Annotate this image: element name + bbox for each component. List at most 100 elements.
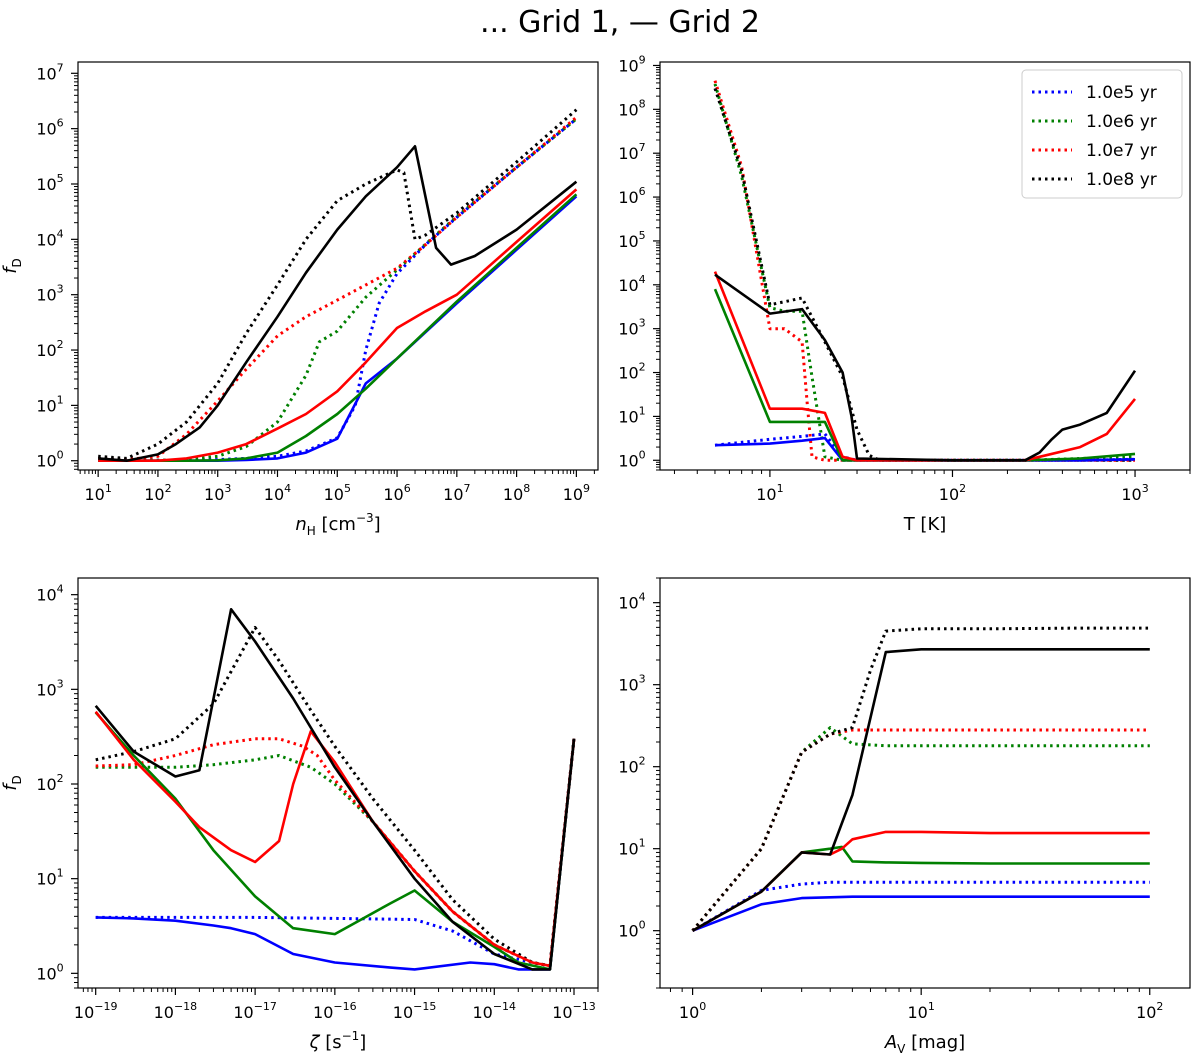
series-line-grid2-10e7yr xyxy=(94,710,576,968)
x-tick-label: 10−16 xyxy=(313,1000,357,1022)
series-line-grid2-10e6yr xyxy=(94,711,576,971)
series-group xyxy=(691,626,1150,932)
x-tick-label: 10−18 xyxy=(154,1000,198,1022)
x-axis-label: AV [mag] xyxy=(884,1032,965,1055)
y-tick-label: 107 xyxy=(36,61,63,83)
series-line-grid1-10e6yr xyxy=(691,726,1150,932)
series-group xyxy=(713,80,1137,462)
y-tick-label: 101 xyxy=(618,837,645,859)
y-tick-label: 104 xyxy=(618,591,645,613)
x-tick-label: 101 xyxy=(756,482,783,504)
y-axis-label: fD xyxy=(0,258,24,274)
x-tick-label: 10−13 xyxy=(552,1000,596,1022)
series-line-grid2-10e7yr xyxy=(691,830,1150,932)
y-tick-label: 102 xyxy=(36,338,63,360)
series-line-grid1-10e7yr xyxy=(691,728,1150,932)
series-line-grid2-10e6yr xyxy=(98,193,578,463)
y-tick-label: 104 xyxy=(618,273,645,295)
x-tick-label: 107 xyxy=(443,482,470,504)
legend-box xyxy=(1021,69,1183,199)
figure-title: ... Grid 1, — Grid 2 xyxy=(480,5,760,40)
y-tick-label: 106 xyxy=(618,185,645,207)
x-tick-label: 109 xyxy=(563,482,590,504)
y-tick-label: 102 xyxy=(618,361,645,383)
series-line-grid2-10e6yr xyxy=(691,845,1150,932)
y-tick-label: 101 xyxy=(618,404,645,426)
x-tick-label: 10−15 xyxy=(393,1000,437,1022)
x-tick-label: 105 xyxy=(324,482,351,504)
y-tick-label: 107 xyxy=(618,141,645,163)
series-line-grid2-10e8yr xyxy=(98,145,578,463)
y-tick-label: 103 xyxy=(36,283,63,305)
x-tick-label: 101 xyxy=(908,1000,935,1022)
y-axis-label: fD xyxy=(0,775,24,791)
series-group xyxy=(94,607,576,971)
x-tick-label: 100 xyxy=(679,1000,706,1022)
series-line-grid1-10e5yr xyxy=(98,117,578,462)
x-tick-label: 10−14 xyxy=(472,1000,516,1022)
series-line-grid1-10e8yr xyxy=(691,626,1150,932)
series-line-grid2-10e8yr xyxy=(714,273,1137,462)
y-tick-label: 105 xyxy=(618,229,645,251)
y-tick-label: 101 xyxy=(36,393,63,415)
legend: 1.0e5 yr 1.0e6 yr 1.0e7 yr 1.0e8 yr xyxy=(1021,69,1183,199)
x-tick-label: 106 xyxy=(383,482,410,504)
y-tick-label: 102 xyxy=(618,755,645,777)
y-tick-label: 100 xyxy=(36,961,63,983)
panel-Av: 100 101 102 100 101 102 103 104 AV [mag] xyxy=(618,577,1191,1055)
y-tick-label: 108 xyxy=(618,97,645,119)
series-line-grid2-10e8yr xyxy=(94,607,576,971)
series-line-grid1-10e5yr xyxy=(714,432,1136,462)
x-tick-label: 103 xyxy=(204,482,231,504)
x-tick-label: 102 xyxy=(1136,1000,1163,1022)
x-axis-label: ζ [s−1] xyxy=(309,1029,367,1053)
x-tick-label: 108 xyxy=(503,482,530,504)
x-axis-label: T [K] xyxy=(903,514,947,535)
panels: 101 102 103 104 105 106 107 108 1091001011021031… xyxy=(0,53,1191,1055)
x-axis-label: nH [cm−3] xyxy=(295,511,380,538)
series-line-grid2-10e5yr xyxy=(95,738,576,971)
legend-label: 1.0e8 yr xyxy=(1086,170,1157,190)
series-line-grid2-10e6yr xyxy=(713,288,1136,462)
plot-frame xyxy=(77,577,599,989)
series-line-grid1-10e5yr xyxy=(95,738,576,968)
y-tick-label: 104 xyxy=(36,583,63,605)
x-tick-label: 102 xyxy=(939,482,966,504)
y-tick-label: 105 xyxy=(36,172,63,194)
x-tick-label: 101 xyxy=(84,482,111,504)
series-line-grid2-10e7yr xyxy=(713,271,1137,462)
series-line-grid1-10e7yr xyxy=(98,116,578,462)
y-tick-label: 103 xyxy=(618,673,645,695)
plot-frame xyxy=(77,61,599,471)
series-line-grid2-10e8yr xyxy=(691,647,1150,932)
plot-frame xyxy=(659,577,1191,989)
series-group xyxy=(98,108,578,463)
panel-nH: 101 102 103 104 105 106 107 108 109 100 101 102 103 1… xyxy=(0,61,599,538)
y-tick-label: 100 xyxy=(618,919,645,941)
x-tick-label: 10−19 xyxy=(74,1000,118,1022)
x-tick-label: 103 xyxy=(1121,482,1148,504)
series-line-grid1-10e5yr xyxy=(691,880,1150,932)
y-tick-label: 103 xyxy=(36,677,63,699)
y-tick-label: 103 xyxy=(618,317,645,339)
y-tick-label: 101 xyxy=(36,867,63,889)
series-line-grid1-10e8yr xyxy=(98,108,578,460)
y-tick-label: 106 xyxy=(36,117,63,139)
y-tick-label: 102 xyxy=(36,772,63,794)
series-line-grid1-10e6yr xyxy=(98,117,578,462)
x-tick-label: 104 xyxy=(264,482,291,504)
y-tick-label: 104 xyxy=(36,227,63,249)
series-line-grid2-10e5yr xyxy=(692,895,1150,932)
legend-label: 1.0e6 yr xyxy=(1086,112,1157,132)
y-tick-label: 109 xyxy=(618,53,645,75)
series-line-grid1-10e8yr xyxy=(95,626,576,968)
panel-zeta: 10−19 10−18 10−17 10−16 10−15 10−14 10−13 100 10… xyxy=(0,577,599,1053)
legend-label: 1.0e7 yr xyxy=(1086,141,1157,161)
x-tick-label: 102 xyxy=(144,482,171,504)
series-line-grid2-10e7yr xyxy=(98,188,578,463)
panel-T: 101 102 103 100 101 102 103 104 105 106 107 108 109 T… xyxy=(618,53,1191,535)
legend-label: 1.0e5 yr xyxy=(1086,83,1157,103)
x-tick-label: 10−17 xyxy=(233,1000,277,1022)
y-tick-label: 100 xyxy=(618,448,645,470)
